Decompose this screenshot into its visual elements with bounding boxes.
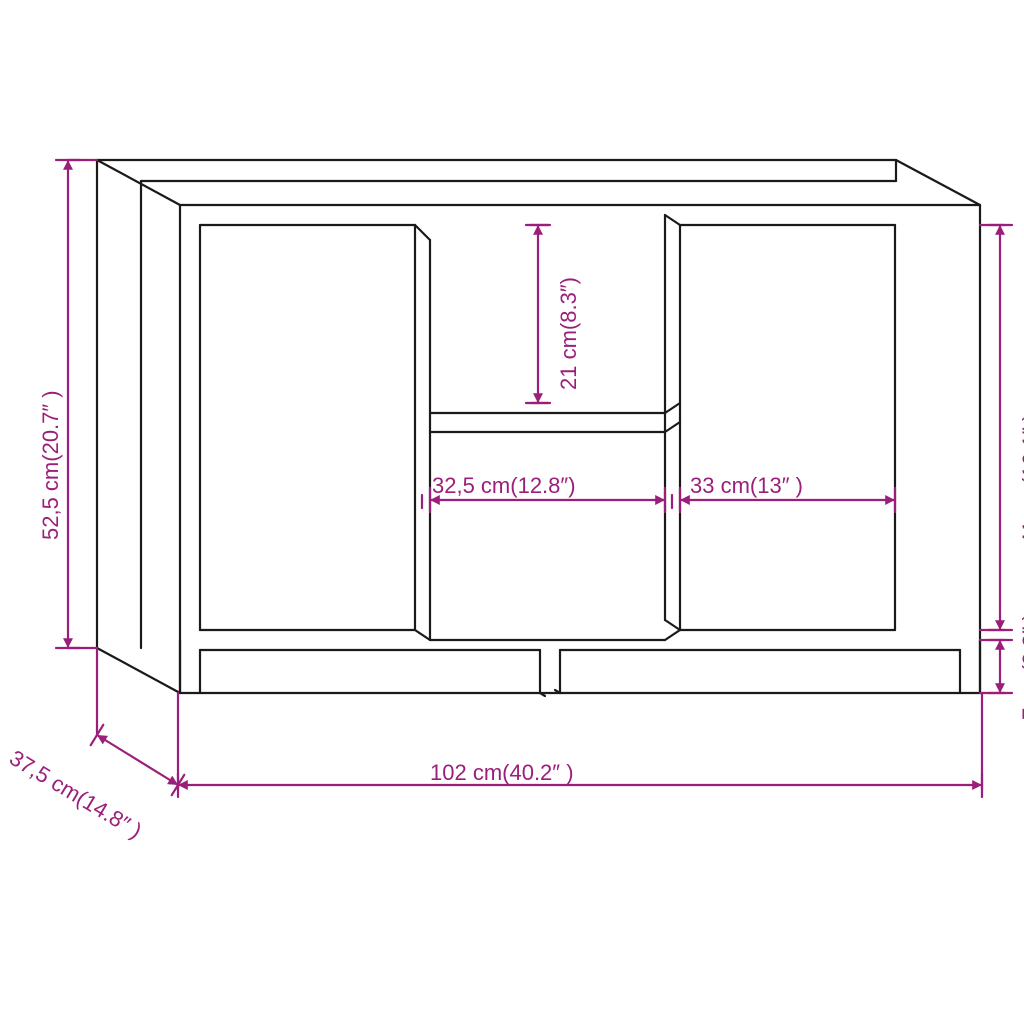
drawing-svg — [0, 0, 1024, 1024]
dimension-label: 7 cm(2.8″ ) — [1018, 613, 1024, 720]
dimension-label: 52,5 cm(20.7″ ) — [38, 390, 64, 540]
diagram-stage: 102 cm(40.2″ )32,5 cm(12.8″)33 cm(13″ )3… — [0, 0, 1024, 1024]
dimension-label: 102 cm(40.2″ ) — [430, 760, 574, 786]
dimension-label: 41 cm(16.1″ ) — [1018, 414, 1024, 545]
dimension-label: 21 cm(8.3″) — [556, 277, 582, 390]
dimension-label: 33 cm(13″ ) — [690, 473, 803, 499]
dimension-label: 32,5 cm(12.8″) — [432, 473, 576, 499]
